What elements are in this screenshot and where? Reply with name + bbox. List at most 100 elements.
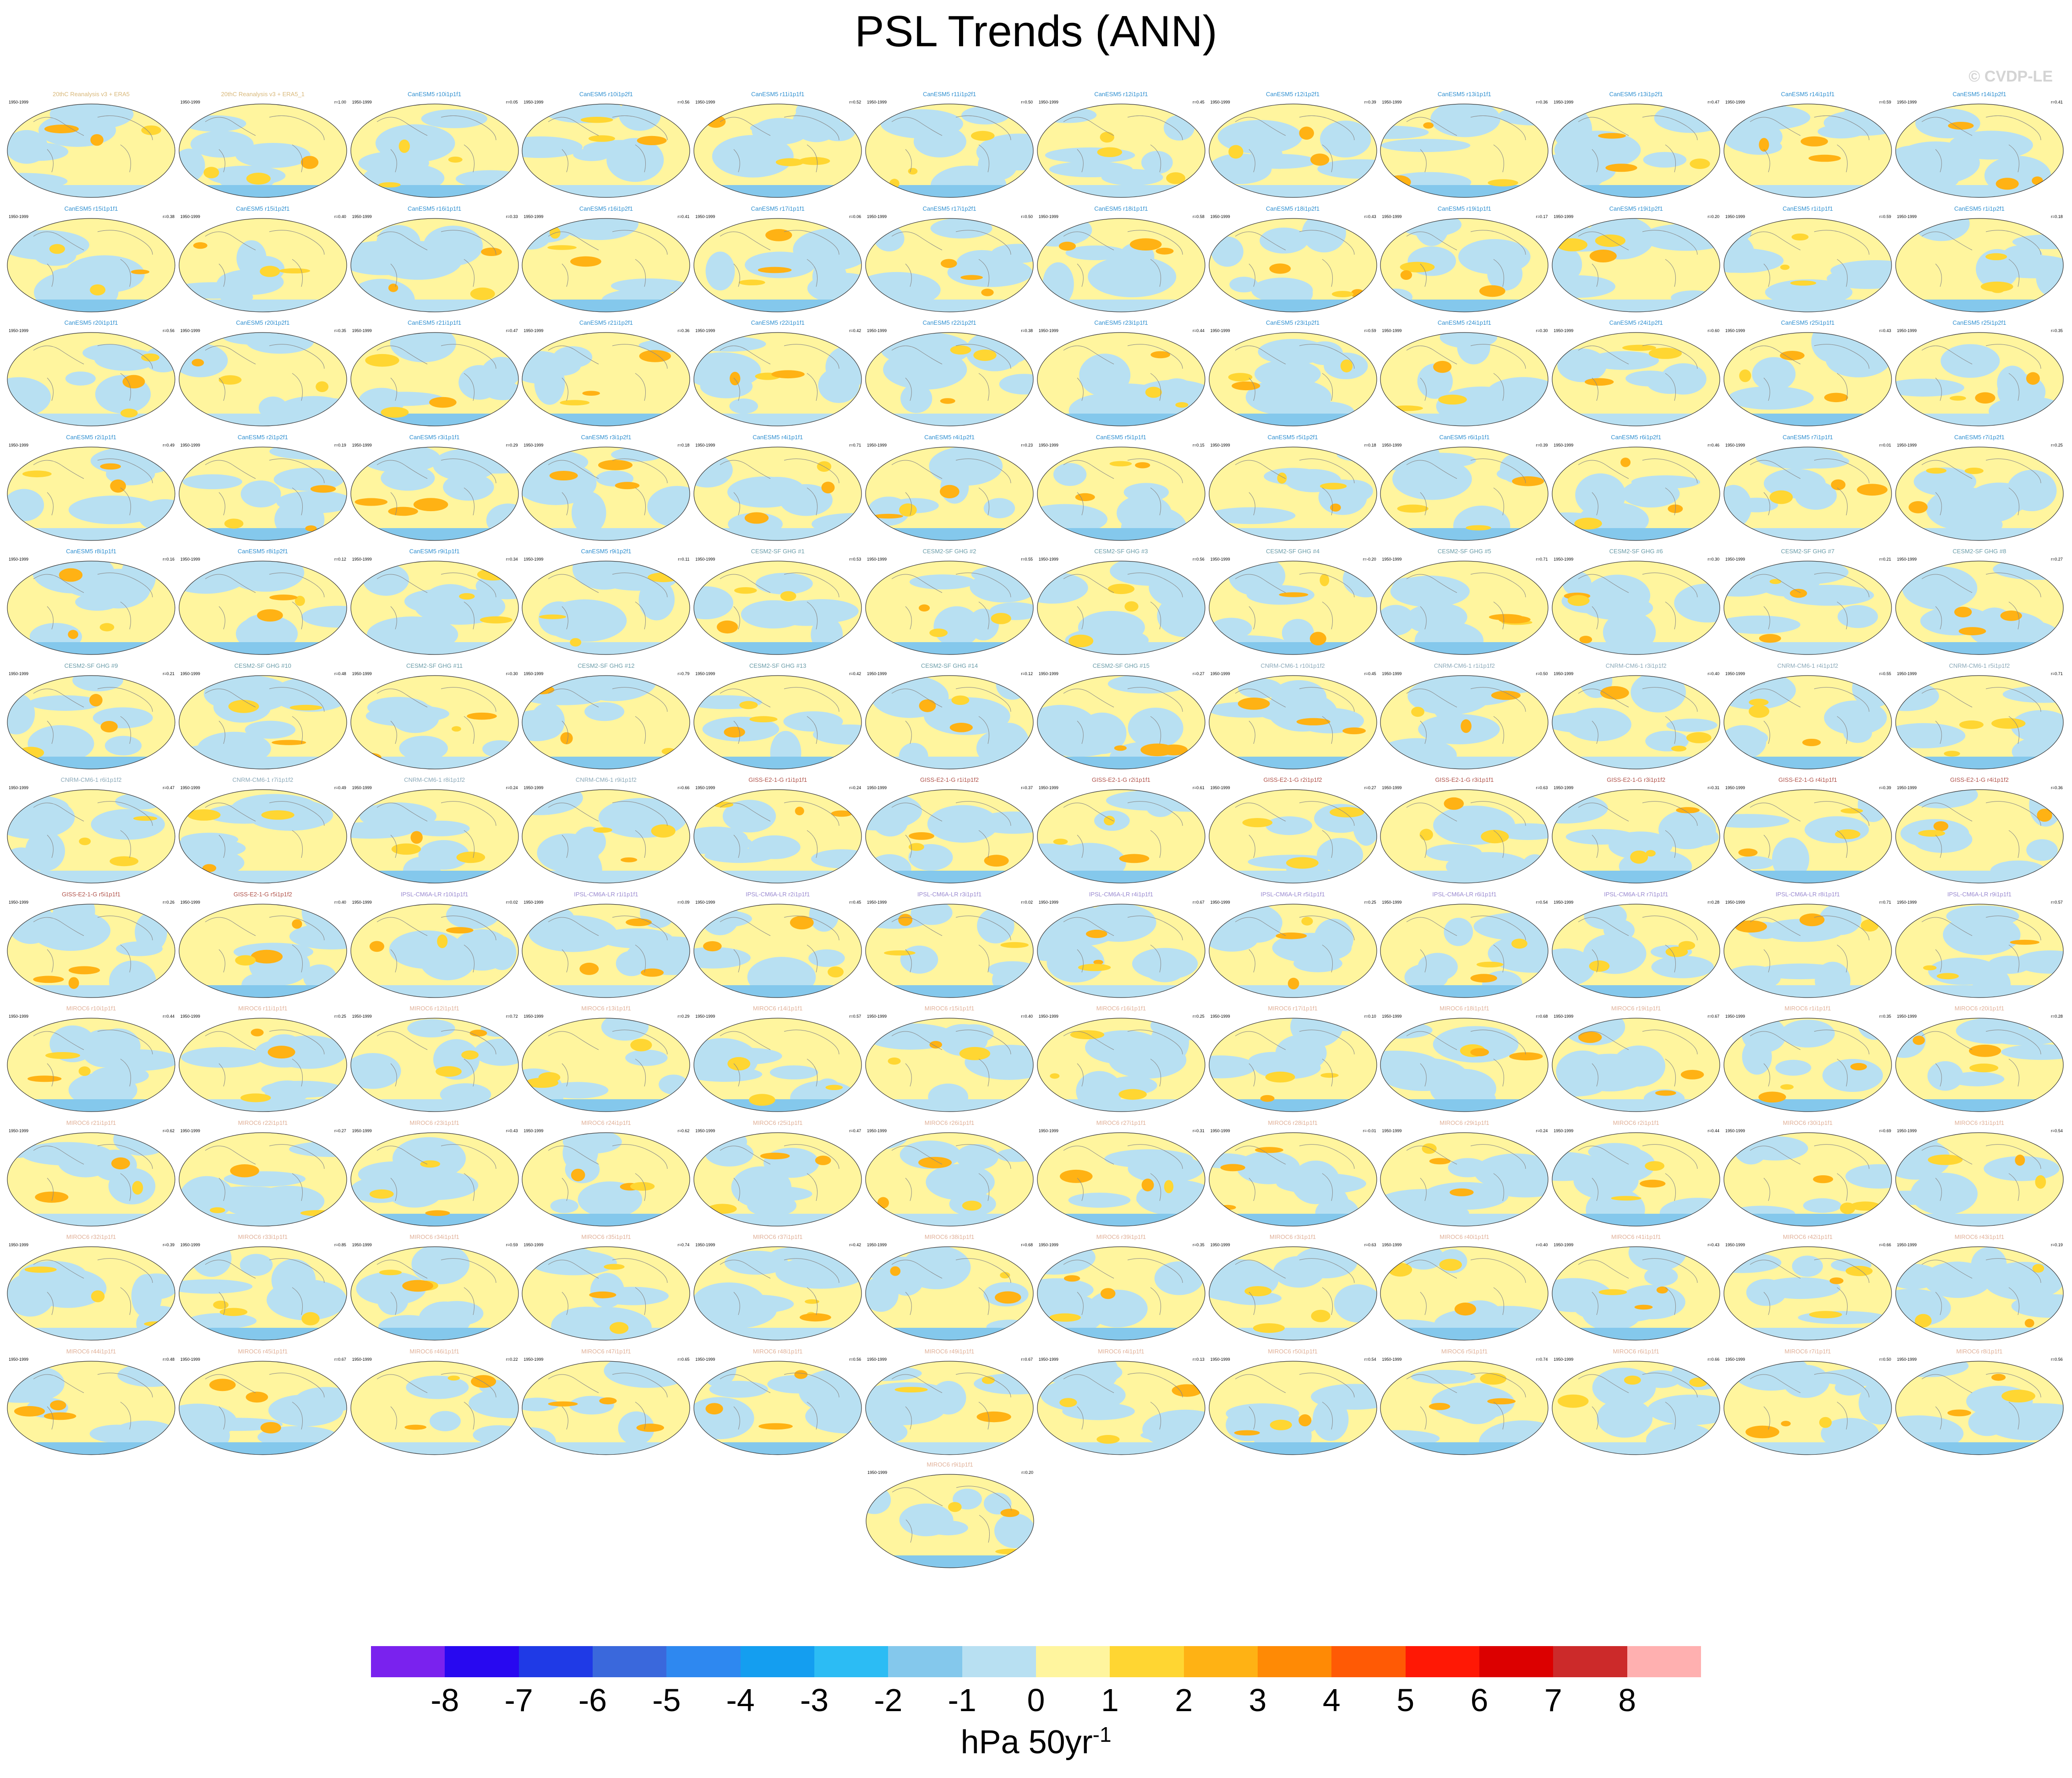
map-panel: IPSL-CM6A-LR r7i1p1f1 1950-1999 r=0.28 (1551, 890, 1721, 1002)
world-map (1723, 1246, 1892, 1341)
panel-title: CanESM5 r6i1p2f1 (1611, 433, 1662, 441)
panel-title: IPSL-CM6A-LR r2i1p1f1 (746, 890, 810, 898)
world-map (179, 218, 347, 312)
panel-period: 1950-1999 (1725, 785, 1745, 790)
world-map (1895, 218, 2064, 312)
world-map (1723, 332, 1892, 426)
world-map (1208, 446, 1377, 541)
map-panel: CESM2-SF GHG #10 1950-1999 r=0.48 (178, 661, 348, 774)
map-panel: GISS-E2-1-G r4i1p1f2 1950-1999 r=0.36 (1894, 775, 2065, 888)
map-panel: MIROC6 r9i1p1f1 1950-1999 r=0.20 (865, 1460, 1035, 1572)
panel-correlation: r=0.21 (163, 671, 174, 676)
panel-correlation: r=0.20 (1021, 1470, 1033, 1475)
panel-correlation: r=0.40 (1707, 671, 1720, 676)
panel-period: 1950-1999 (1038, 671, 1058, 676)
world-map (1895, 446, 2064, 541)
world-map (1208, 903, 1377, 998)
panel-title: CanESM5 r23i1p2f1 (1266, 319, 1320, 326)
world-map (522, 903, 690, 998)
colorbar-swatch (1258, 1646, 1332, 1677)
panel-period: 1950-1999 (1382, 1357, 1402, 1362)
panel-correlation: r=0.54 (1536, 900, 1548, 905)
map-panel: CanESM5 r2i1p1f1 1950-1999 r=0.49 (6, 433, 176, 545)
panel-correlation: r=0.56 (849, 1357, 862, 1362)
world-map (1552, 1132, 1720, 1227)
panel-period: 1950-1999 (352, 557, 372, 562)
map-panel: MIROC6 r29i1p1f1 1950-1999 r=0.24 (1379, 1118, 1549, 1231)
panel-correlation: r=0.09 (677, 900, 690, 905)
map-panel: CanESM5 r20i1p2f1 1950-1999 r=0.35 (178, 318, 348, 431)
world-map (1208, 104, 1377, 198)
panel-period: 1950-1999 (9, 1014, 29, 1019)
panel-title: CanESM5 r6i1p1f1 (1439, 433, 1490, 441)
panel-period: 1950-1999 (9, 442, 29, 447)
panel-correlation: r=0.31 (1707, 785, 1720, 790)
panel-period: 1950-1999 (867, 785, 887, 790)
world-map (1723, 789, 1892, 884)
panel-correlation: r=0.28 (1707, 900, 1720, 905)
world-map (1895, 1246, 2064, 1341)
map-panel: MIROC6 r24i1p1f1 1950-1999 r=0.62 (521, 1118, 691, 1231)
map-panel: CanESM5 r7i1p1f1 1950-1999 r=0.01 (1723, 433, 1893, 545)
panel-correlation: r=0.63 (1364, 1243, 1376, 1247)
map-panel: CanESM5 r11i1p1f1 1950-1999 r=0.52 (692, 90, 863, 202)
map-panel: CESM2-SF GHG #4 1950-1999 r=-0.20 (1208, 547, 1378, 659)
world-map (1552, 789, 1720, 884)
panel-title: CanESM5 r12i1p1f1 (1094, 91, 1148, 98)
panel-title: CanESM5 r13i1p1f1 (1437, 91, 1491, 98)
panel-title: CESM2-SF GHG #14 (921, 662, 978, 669)
panel-title: CanESM5 r12i1p2f1 (1266, 91, 1320, 98)
map-panel: CanESM5 r20i1p1f1 1950-1999 r=0.56 (6, 318, 176, 431)
map-panel: CESM2-SF GHG #5 1950-1999 r=0.71 (1379, 547, 1549, 659)
world-map (865, 104, 1034, 198)
colorbar-tick-label: 7 (1544, 1682, 1562, 1718)
world-map (1723, 446, 1892, 541)
world-map (522, 104, 690, 198)
world-map (350, 218, 519, 312)
world-map (1380, 903, 1549, 998)
world-map (1380, 1360, 1549, 1455)
panel-correlation: r=0.31 (1193, 1128, 1205, 1133)
panel-title: MIROC6 r49i1p1f1 (924, 1347, 975, 1355)
panel-title: MIROC6 r37i1p1f1 (752, 1233, 803, 1240)
world-map (1380, 332, 1549, 426)
panel-correlation: r=0.34 (506, 557, 518, 562)
panel-correlation: r=0.67 (1707, 1014, 1720, 1019)
world-map (1208, 561, 1377, 655)
panel-correlation: r=0.27 (2051, 557, 2063, 562)
map-panel: CanESM5 r18i1p1f1 1950-1999 r=0.58 (1036, 204, 1206, 316)
panel-correlation: r=0.18 (2051, 214, 2063, 219)
unit-main: hPa 50yr (960, 1724, 1093, 1761)
panel-correlation: r=0.50 (1536, 671, 1548, 676)
panel-period: 1950-1999 (352, 214, 372, 219)
world-map (1037, 332, 1205, 426)
map-panel: CanESM5 r16i1p2f1 1950-1999 r=0.41 (521, 204, 691, 316)
map-panel: MIROC6 r21i1p1f1 1950-1999 r=0.62 (6, 1118, 176, 1231)
panel-period: 1950-1999 (695, 557, 715, 562)
panel-correlation: r=0.29 (677, 1014, 690, 1019)
world-map (522, 1018, 690, 1112)
map-panel: MIROC6 r47i1p1f1 1950-1999 r=0.65 (521, 1347, 691, 1459)
world-map (1208, 789, 1377, 884)
panel-correlation: r=0.43 (506, 1128, 518, 1133)
panel-period: 1950-1999 (180, 900, 200, 905)
panel-title: IPSL-CM6A-LR r5i1p1f1 (1260, 890, 1325, 898)
panel-title: CanESM5 r2i1p2f1 (237, 433, 288, 441)
colorbar-swatch (1553, 1646, 1627, 1677)
world-map (865, 1360, 1034, 1455)
panel-title: MIROC6 r50i1p1f1 (1268, 1347, 1318, 1355)
panel-period: 1950-1999 (523, 900, 544, 905)
world-map (1037, 675, 1205, 769)
panel-correlation: r=0.53 (849, 557, 862, 562)
panel-correlation: r=0.36 (1536, 100, 1548, 104)
map-panel: GISS-E2-1-G r3i1p1f2 1950-1999 r=0.31 (1551, 775, 1721, 888)
map-panel: CNRM-CM6-1 r9i1p1f2 1950-1999 r=0.66 (521, 775, 691, 888)
map-panel: MIROC6 r48i1p1f1 1950-1999 r=0.56 (692, 1347, 863, 1459)
panel-title: IPSL-CM6A-LR r4i1p1f1 (1089, 890, 1153, 898)
map-panel: CanESM5 r1i1p2f1 1950-1999 r=0.18 (1894, 204, 2065, 316)
panel-title: CanESM5 r22i1p1f1 (751, 319, 805, 326)
panel-correlation: r=0.71 (1536, 557, 1548, 562)
world-map (1723, 903, 1892, 998)
map-panel: CanESM5 r19i1p1f1 1950-1999 r=0.17 (1379, 204, 1549, 316)
panel-correlation: r=0.35 (334, 328, 346, 333)
